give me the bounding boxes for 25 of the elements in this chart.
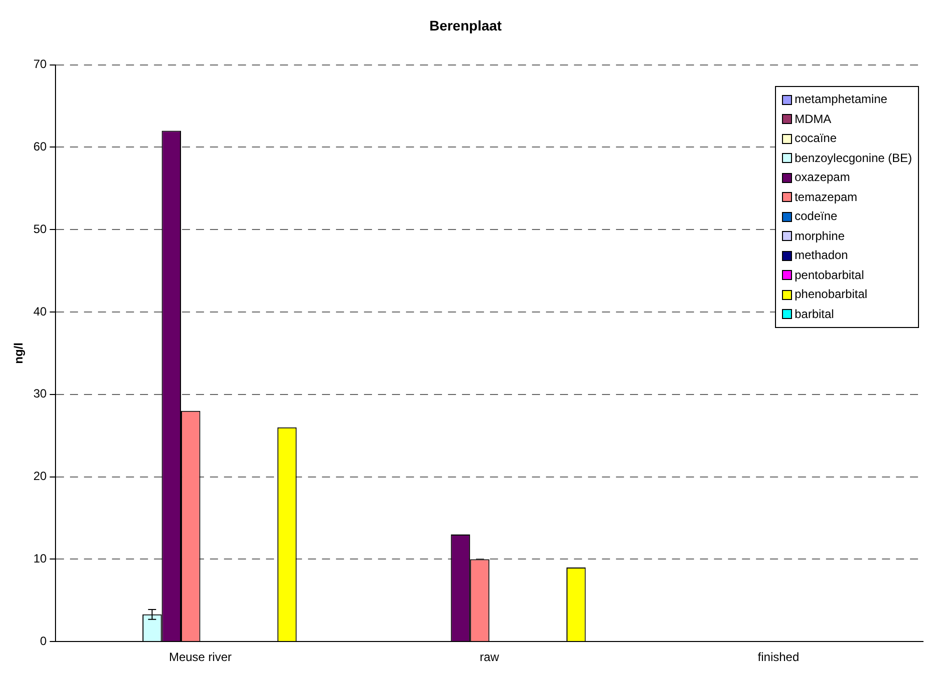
x-tick-label: Meuse river	[168, 650, 232, 664]
y-tick-label: 60	[33, 140, 48, 154]
legend-label: benzoylecgonine (BE)	[794, 150, 912, 166]
legend-label: phenobarbital	[794, 286, 868, 303]
legend-label: cocaïne	[794, 130, 837, 147]
y-axis-title: ng/l	[12, 342, 26, 364]
y-tick-label: 70	[33, 57, 48, 72]
x-tick-label: finished	[758, 650, 800, 664]
y-tick-label: 10	[33, 552, 48, 566]
legend-label: MDMA	[794, 110, 832, 128]
y-tick-label: 40	[33, 304, 48, 318]
y-tick-label: 20	[33, 469, 48, 484]
y-tick-label: 50	[33, 222, 48, 236]
legend-label: barbital	[794, 306, 834, 322]
legend-label: codeïne	[794, 208, 838, 225]
y-tick-label: 0	[40, 634, 48, 648]
legend-label: temazepam	[794, 188, 858, 206]
legend-label: morphine	[794, 228, 845, 244]
legend-label: oxazepam	[794, 169, 850, 186]
legend-label: pentobarbital	[794, 266, 864, 284]
legend-label: metamphetamine	[794, 91, 888, 108]
legend-label: methadon	[794, 247, 848, 264]
x-tick-label: raw	[480, 650, 500, 664]
chart-title: Berenplaat	[429, 17, 502, 34]
y-tick-label: 30	[33, 386, 48, 401]
